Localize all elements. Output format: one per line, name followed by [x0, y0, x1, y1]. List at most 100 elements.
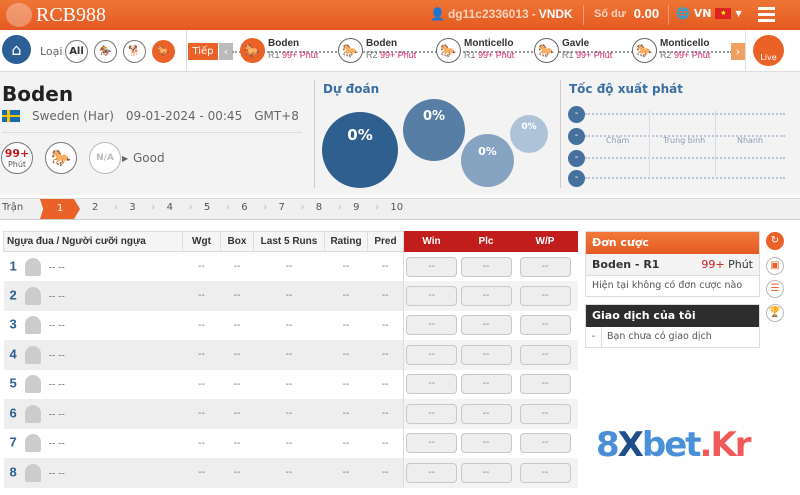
harness-racing-icon: 🐎	[240, 38, 265, 63]
speed-label: Trung bình	[663, 136, 706, 145]
race-item[interactable]: 🐎 Boden R2 99+ Phút	[338, 38, 416, 63]
odds-wp-button[interactable]: --	[519, 462, 571, 483]
tab-race-5[interactable]: 5	[203, 202, 211, 213]
runner-stat: --	[182, 340, 221, 370]
tab-race-8[interactable]: 8	[315, 202, 323, 213]
tab-race-4[interactable]: 4	[166, 202, 173, 213]
speed-marker: -	[568, 150, 585, 167]
scroll-right-button[interactable]: ›	[731, 43, 745, 60]
odds-plc-button[interactable]: --	[460, 433, 512, 454]
avatar-icon	[24, 257, 41, 276]
runner-stat: --	[198, 437, 205, 449]
trophy-icon[interactable]: 🏆	[766, 304, 784, 322]
race-item[interactable]: 🐎 Monticello R2 99+ Phút	[632, 38, 710, 63]
runner-number: 4	[9, 346, 17, 362]
logo[interactable]: RCB988	[6, 3, 106, 27]
tab-separator: ›	[300, 202, 305, 213]
harness-racing-icon[interactable]: 🐎	[152, 40, 175, 63]
odds-win-button[interactable]: --	[406, 374, 458, 395]
odds-wp-button[interactable]: --	[519, 344, 571, 365]
runner-stat: --	[220, 458, 254, 488]
runner-stat: --	[367, 340, 404, 370]
race-title: Boden	[2, 82, 74, 106]
tab-race-6[interactable]: 6	[241, 202, 248, 213]
runner-stat: --	[342, 437, 350, 449]
tab-separator: ›	[337, 202, 342, 213]
globe-icon: 🌐	[676, 7, 690, 20]
speed-label: Chậm	[606, 136, 630, 145]
tab-race-2[interactable]: 2	[92, 202, 99, 213]
odds-win-button[interactable]: --	[406, 433, 458, 454]
tabs-label: Trận	[2, 202, 24, 213]
tab-race-9[interactable]: 9	[353, 202, 360, 213]
odds-wp-button[interactable]: --	[519, 256, 571, 277]
odds-wp-button[interactable]: --	[519, 285, 571, 306]
tab-separator: ›	[375, 202, 380, 213]
runner-stat: --	[367, 399, 404, 429]
tv-icon[interactable]: ▣	[766, 257, 784, 275]
odds-win-button[interactable]: --	[406, 315, 458, 336]
tab-race-1[interactable]: 1	[40, 199, 80, 219]
tab-race-7[interactable]: 7	[278, 202, 285, 213]
speed-marker: -	[568, 170, 585, 187]
language-selector[interactable]: 🌐 VN ★ ▼	[676, 7, 742, 20]
runner-stat: --	[367, 458, 404, 488]
race-tabs: Trận 1 2 › 3 › 4 › 5 › 6 › 7 › 8 › 9 › 10	[0, 198, 800, 220]
odds-plc-button[interactable]: --	[460, 285, 512, 306]
race-item[interactable]: 🐎 Boden R1 99+ Phút	[240, 38, 318, 63]
filter-all[interactable]: All	[65, 40, 88, 63]
odds-plc-button[interactable]: --	[460, 462, 512, 483]
runner-number: 6	[9, 405, 17, 421]
odds-plc-button[interactable]: --	[460, 256, 512, 277]
prediction-bubble: 0%	[322, 112, 398, 188]
race-item[interactable]: 🐎 Gavle R1 99+ Phút	[534, 38, 612, 63]
odds-win-button[interactable]: --	[406, 285, 458, 306]
runner-stat: --	[324, 340, 368, 370]
odds-plc-button[interactable]: --	[460, 374, 512, 395]
odds-plc-button[interactable]: --	[460, 315, 512, 336]
odds-win-button[interactable]: --	[406, 256, 458, 277]
live-button[interactable]: Live	[753, 35, 784, 66]
runner-stat: --	[233, 437, 241, 449]
runner-stat: --	[220, 399, 254, 429]
odds-wp-button[interactable]: --	[519, 315, 571, 336]
odds-wp-button[interactable]: --	[519, 403, 571, 424]
home-button[interactable]: ⌂	[2, 35, 31, 64]
race-item[interactable]: 🐎 Monticello R1 99+ Phút	[436, 38, 514, 63]
odds-wp-button[interactable]: --	[519, 433, 571, 454]
user-info[interactable]: 👤 dg11c2336013- VNDK	[430, 7, 573, 21]
hamburger-menu-icon[interactable]	[758, 7, 775, 22]
scroll-left-button[interactable]: ‹	[219, 43, 233, 60]
odds-plc-button[interactable]: --	[460, 403, 512, 424]
balance: Số dư 0.00	[594, 6, 660, 21]
odds-win-button[interactable]: --	[406, 403, 458, 424]
odds-win-button[interactable]: --	[406, 344, 458, 365]
avatar-icon	[24, 316, 41, 335]
refresh-icon[interactable]: ↻	[766, 232, 784, 250]
runner-stat: --	[253, 458, 325, 488]
odds-win-button[interactable]: --	[406, 462, 458, 483]
odds-wp-button[interactable]: --	[519, 374, 571, 395]
runner-stat: --	[381, 378, 389, 390]
bet-slip-empty: Hiện tại không có đơn cược nào	[592, 280, 743, 291]
next-button[interactable]: Tiếp	[188, 43, 218, 60]
avatar-icon	[24, 434, 41, 453]
greyhound-icon[interactable]: 🐕	[123, 40, 146, 63]
user-icon: 👤	[430, 7, 445, 21]
avatar-icon	[24, 463, 41, 482]
runner-stat: --	[198, 319, 205, 331]
bet-slip-race: Boden - R1	[592, 258, 660, 271]
top-header: RCB988 👤 dg11c2336013- VNDK Số dư 0.00 🌐 VN ★…	[0, 0, 800, 30]
caret-down-icon: ▼	[735, 9, 742, 18]
tab-race-3[interactable]: 3	[129, 202, 136, 213]
my-transactions: Giao dịch của tôi - Bạn chưa có giao dịch	[585, 304, 760, 348]
tab-separator: ›	[151, 202, 156, 213]
odds-plc-button[interactable]: --	[460, 344, 512, 365]
horse-racing-icon[interactable]: 🏇	[94, 40, 117, 63]
prediction-bubble: 0%	[403, 99, 465, 161]
runner-stat: --	[324, 281, 368, 311]
harness-racing-icon: 🐎	[338, 38, 363, 63]
tab-race-10[interactable]: 10	[390, 202, 404, 213]
runners-table: Ngựa đua / Người cưỡi ngựa Wgt Box Last 5 R…	[3, 231, 578, 488]
list-icon[interactable]: ☰	[766, 280, 784, 298]
